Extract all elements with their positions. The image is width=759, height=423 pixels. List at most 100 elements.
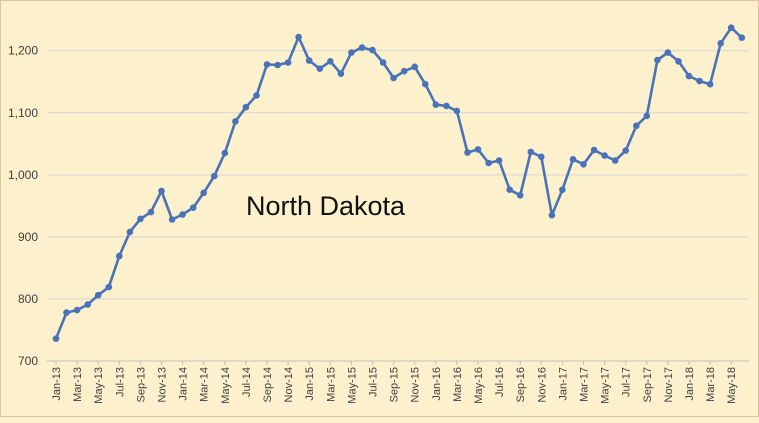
data-point — [590, 146, 598, 154]
data-point — [295, 33, 302, 41]
x-tick-label: Jul-13 — [114, 367, 126, 397]
y-tick-label: 900 — [18, 230, 38, 244]
data-point — [116, 252, 123, 260]
chart-annotation: North Dakota — [246, 191, 406, 221]
y-tick-label: 1,100 — [8, 106, 38, 120]
data-point — [147, 208, 155, 216]
x-tick-label: Sep-17 — [642, 367, 654, 402]
data-point — [105, 283, 113, 291]
data-point — [284, 59, 292, 66]
x-tick-label: Nov-15 — [410, 367, 422, 402]
data-point — [379, 59, 387, 66]
data-point — [200, 189, 207, 197]
x-tick-label: Jul-14 — [241, 367, 253, 397]
data-point — [274, 61, 281, 69]
series-line — [54, 26, 743, 340]
data-point — [73, 306, 81, 314]
data-point — [358, 44, 366, 51]
x-tick-label: Mar-17 — [579, 367, 591, 402]
data-point — [189, 204, 197, 211]
x-tick-label: Jan-15 — [304, 367, 316, 401]
data-point — [242, 103, 250, 111]
y-tick-label: 1,200 — [8, 44, 38, 58]
data-point — [495, 157, 503, 164]
data-point — [622, 147, 629, 154]
data-point — [601, 152, 608, 159]
data-point — [432, 101, 440, 108]
x-tick-label: May-14 — [220, 367, 232, 404]
x-tick-label: Mar-15 — [325, 367, 337, 402]
x-tick-label: Sep-13 — [135, 367, 147, 402]
data-point — [316, 65, 324, 72]
data-point — [569, 156, 577, 163]
data-point — [126, 228, 134, 236]
x-tick-label: Jan-17 — [557, 367, 569, 401]
data-point — [717, 40, 724, 47]
data-point — [538, 153, 545, 161]
data-point — [253, 92, 260, 99]
x-tick-label: Mar-16 — [452, 367, 464, 402]
x-tick-label: Jan-16 — [431, 367, 443, 401]
data-point — [211, 172, 218, 180]
data-point — [696, 77, 703, 85]
data-point — [369, 46, 376, 54]
data-point — [548, 211, 556, 219]
data-point — [400, 67, 408, 75]
x-tick-label: Jul-17 — [621, 367, 633, 397]
data-point — [527, 148, 535, 156]
data-point — [559, 186, 566, 193]
x-tick-label: Sep-15 — [389, 367, 401, 402]
data-point — [506, 186, 513, 193]
y-tick-label: 700 — [18, 354, 38, 368]
data-point — [337, 70, 345, 77]
data-point — [516, 192, 524, 199]
data-point — [706, 80, 714, 88]
data-point — [633, 122, 640, 130]
data-point — [443, 102, 450, 110]
data-point — [390, 74, 397, 82]
data-point — [675, 58, 682, 65]
data-point — [474, 146, 482, 153]
x-tick-label: Jul-16 — [494, 367, 506, 397]
x-tick-label: Mar-13 — [72, 367, 84, 402]
x-tick-label: Nov-17 — [663, 367, 675, 402]
x-tick-label: May-15 — [346, 367, 358, 404]
data-point — [94, 291, 102, 299]
data-point — [485, 159, 492, 167]
x-tick-label: May-17 — [600, 367, 612, 404]
x-tick-label: Mar-18 — [705, 367, 717, 402]
y-axis: 700 800 900 1,000 1,100 1,200 — [8, 44, 38, 368]
data-point — [664, 49, 672, 56]
data-point — [263, 61, 271, 68]
data-point — [654, 56, 661, 64]
data-point — [305, 57, 313, 64]
data-point — [232, 118, 239, 125]
x-tick-label: May-13 — [93, 367, 105, 404]
data-point — [643, 112, 651, 120]
data-point — [168, 216, 176, 223]
data-point — [580, 161, 587, 168]
data-point — [137, 215, 144, 223]
data-point — [611, 157, 619, 164]
series-north-dakota — [52, 24, 746, 343]
data-point — [221, 149, 229, 157]
x-tick-label: Jan-14 — [178, 367, 190, 401]
data-point — [422, 80, 429, 88]
data-point — [453, 107, 461, 115]
data-point — [179, 211, 186, 218]
data-point — [738, 34, 746, 41]
data-point — [727, 24, 735, 32]
data-point — [685, 72, 693, 80]
x-tick-label: Sep-14 — [262, 367, 274, 402]
data-point — [411, 63, 419, 71]
x-tick-label: Mar-14 — [199, 367, 211, 402]
x-tick-label: Sep-16 — [515, 367, 527, 402]
x-tick-label: Nov-14 — [283, 367, 295, 402]
y-tick-label: 1,000 — [8, 168, 38, 182]
x-tick-label: Nov-16 — [536, 367, 548, 402]
x-axis: Jan-13 Mar-13 May-13 Jul-13 Sep-13 Nov-13 Jan-… — [47, 360, 749, 404]
x-tick-label: Jan-18 — [684, 367, 696, 401]
x-tick-label: Nov-13 — [157, 367, 169, 402]
